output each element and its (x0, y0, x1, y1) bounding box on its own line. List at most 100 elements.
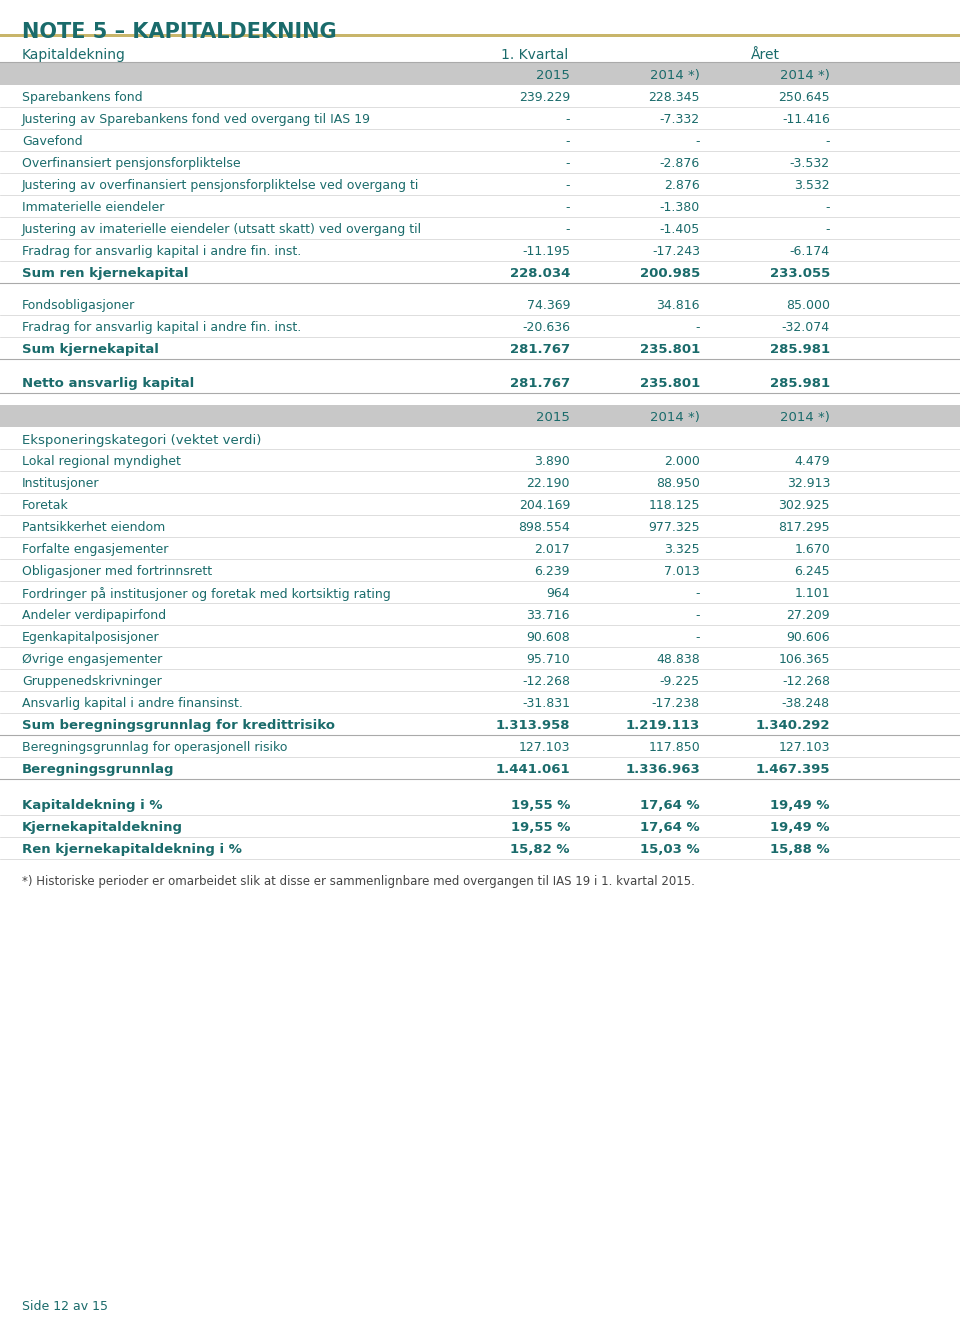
Text: -17.238: -17.238 (652, 697, 700, 710)
Text: 2015: 2015 (536, 411, 570, 424)
Text: Forfalte engasjementer: Forfalte engasjementer (22, 543, 168, 557)
Text: 1.219.113: 1.219.113 (626, 719, 700, 732)
Text: -: - (565, 112, 570, 126)
Text: 817.295: 817.295 (779, 521, 830, 534)
Text: 48.838: 48.838 (657, 653, 700, 666)
Text: 127.103: 127.103 (518, 742, 570, 754)
Text: Netto ansvarlig kapital: Netto ansvarlig kapital (22, 377, 194, 390)
Text: Andeler verdipapirfond: Andeler verdipapirfond (22, 609, 166, 621)
Text: Kjernekapitaldekning: Kjernekapitaldekning (22, 821, 183, 834)
Text: 15,88 %: 15,88 % (770, 843, 830, 857)
Text: 117.850: 117.850 (648, 742, 700, 754)
Text: -: - (695, 609, 700, 621)
Text: 19,55 %: 19,55 % (511, 798, 570, 812)
Text: 127.103: 127.103 (779, 742, 830, 754)
Text: -9.225: -9.225 (660, 676, 700, 687)
Text: -: - (565, 135, 570, 148)
Text: -1.380: -1.380 (660, 201, 700, 214)
Text: Sum kjernekapital: Sum kjernekapital (22, 342, 158, 356)
Text: -: - (826, 135, 830, 148)
Text: -6.174: -6.174 (790, 245, 830, 258)
Text: 233.055: 233.055 (770, 267, 830, 280)
Text: Ren kjernekapitaldekning i %: Ren kjernekapitaldekning i % (22, 843, 242, 857)
Text: Immaterielle eiendeler: Immaterielle eiendeler (22, 201, 164, 214)
Text: 250.645: 250.645 (779, 91, 830, 104)
Text: Foretak: Foretak (22, 498, 69, 512)
Text: -32.074: -32.074 (781, 321, 830, 334)
Text: 19,55 %: 19,55 % (511, 821, 570, 834)
Text: 19,49 %: 19,49 % (771, 798, 830, 812)
Text: 1.340.292: 1.340.292 (756, 719, 830, 732)
Text: Ansvarlig kapital i andre finansinst.: Ansvarlig kapital i andre finansinst. (22, 697, 243, 710)
Bar (0, 63, 960, 85)
Text: 302.925: 302.925 (779, 498, 830, 512)
Text: -12.268: -12.268 (782, 676, 830, 687)
Text: 34.816: 34.816 (657, 299, 700, 312)
Text: 1.313.958: 1.313.958 (495, 719, 570, 732)
Text: Justering av Sparebankens fond ved overgang til IAS 19: Justering av Sparebankens fond ved overg… (22, 112, 371, 126)
Text: -38.248: -38.248 (781, 697, 830, 710)
Text: Justering av overfinansiert pensjonsforpliktelse ved overgang ti: Justering av overfinansiert pensjonsforp… (22, 178, 420, 192)
Text: 2014 *): 2014 *) (780, 69, 830, 82)
Text: 2014 *): 2014 *) (780, 411, 830, 424)
Text: 90.606: 90.606 (786, 631, 830, 644)
Text: Obligasjoner med fortrinnsrett: Obligasjoner med fortrinnsrett (22, 564, 212, 578)
Text: 1.467.395: 1.467.395 (756, 763, 830, 776)
Text: -: - (826, 201, 830, 214)
Text: -2.876: -2.876 (660, 157, 700, 171)
Text: -: - (565, 178, 570, 192)
Text: 17,64 %: 17,64 % (640, 798, 700, 812)
Text: 4.479: 4.479 (794, 455, 830, 468)
Text: 235.801: 235.801 (639, 342, 700, 356)
Text: -11.195: -11.195 (522, 245, 570, 258)
Text: 3.325: 3.325 (664, 543, 700, 557)
Text: 228.034: 228.034 (510, 267, 570, 280)
Text: Kapitaldekning i %: Kapitaldekning i % (22, 798, 162, 812)
Text: -: - (695, 631, 700, 644)
Text: Gruppenedskrivninger: Gruppenedskrivninger (22, 676, 161, 687)
Text: 85.000: 85.000 (786, 299, 830, 312)
Text: Institusjoner: Institusjoner (22, 477, 100, 490)
Text: Fradrag for ansvarlig kapital i andre fin. inst.: Fradrag for ansvarlig kapital i andre fi… (22, 321, 301, 334)
Text: 33.716: 33.716 (526, 609, 570, 621)
Text: 285.981: 285.981 (770, 377, 830, 390)
Text: 285.981: 285.981 (770, 342, 830, 356)
Text: 74.369: 74.369 (526, 299, 570, 312)
Text: 2015: 2015 (536, 69, 570, 82)
Text: 7.013: 7.013 (664, 564, 700, 578)
Text: 118.125: 118.125 (649, 498, 700, 512)
Text: 90.608: 90.608 (526, 631, 570, 644)
Text: Fradrag for ansvarlig kapital i andre fin. inst.: Fradrag for ansvarlig kapital i andre fi… (22, 245, 301, 258)
Text: 235.801: 235.801 (639, 377, 700, 390)
Text: -: - (565, 223, 570, 237)
Text: -11.416: -11.416 (782, 112, 830, 126)
Text: -: - (695, 587, 700, 600)
Text: 204.169: 204.169 (518, 498, 570, 512)
Text: -20.636: -20.636 (522, 321, 570, 334)
Text: 2.000: 2.000 (664, 455, 700, 468)
Text: 3.890: 3.890 (535, 455, 570, 468)
Text: 239.229: 239.229 (518, 91, 570, 104)
Text: Justering av imaterielle eiendeler (utsatt skatt) ved overgang til: Justering av imaterielle eiendeler (utsa… (22, 223, 422, 237)
Text: 2.876: 2.876 (664, 178, 700, 192)
Text: Overfinansiert pensjonsforpliktelse: Overfinansiert pensjonsforpliktelse (22, 157, 241, 171)
Text: 88.950: 88.950 (656, 477, 700, 490)
Text: 281.767: 281.767 (510, 342, 570, 356)
Text: 1.441.061: 1.441.061 (495, 763, 570, 776)
Text: 977.325: 977.325 (648, 521, 700, 534)
Text: 281.767: 281.767 (510, 377, 570, 390)
Text: 228.345: 228.345 (649, 91, 700, 104)
Text: 15,82 %: 15,82 % (511, 843, 570, 857)
Text: Kapitaldekning: Kapitaldekning (22, 48, 126, 62)
Text: Sum ren kjernekapital: Sum ren kjernekapital (22, 267, 188, 280)
Text: -31.831: -31.831 (522, 697, 570, 710)
Text: -17.243: -17.243 (652, 245, 700, 258)
Text: -: - (695, 135, 700, 148)
Text: Fordringer på institusjoner og foretak med kortsiktig rating: Fordringer på institusjoner og foretak m… (22, 587, 391, 602)
Text: 15,03 %: 15,03 % (640, 843, 700, 857)
Text: 19,49 %: 19,49 % (771, 821, 830, 834)
Text: Fondsobligasjoner: Fondsobligasjoner (22, 299, 135, 312)
Text: Året: Året (751, 48, 780, 62)
Text: Eksponeringskategori (vektet verdi): Eksponeringskategori (vektet verdi) (22, 434, 261, 447)
Text: 898.554: 898.554 (518, 521, 570, 534)
